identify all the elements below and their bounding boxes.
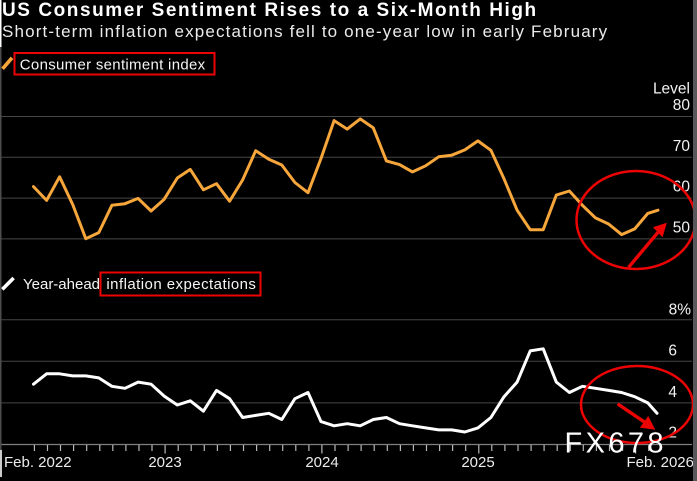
svg-text:US Consumer Sentiment Rises to: US Consumer Sentiment Rises to a Six-Mon… (2, 0, 538, 21)
svg-text:Short-term inflation expectati: Short-term inflation expectations fell t… (2, 22, 608, 41)
svg-text:4: 4 (668, 384, 677, 401)
svg-text:80: 80 (673, 97, 691, 114)
svg-text:70: 70 (673, 138, 691, 155)
svg-text:2024: 2024 (305, 454, 338, 471)
svg-text:2023: 2023 (148, 454, 181, 471)
svg-text:Feb. 2026: Feb. 2026 (626, 454, 694, 471)
svg-text:6: 6 (668, 343, 677, 360)
svg-text:2025: 2025 (461, 454, 494, 471)
svg-text:FX678: FX678 (565, 427, 667, 459)
svg-text:Feb. 2022: Feb. 2022 (4, 454, 72, 471)
svg-text:Year-ahead: Year-ahead (23, 276, 100, 293)
svg-text:Consumer sentiment index: Consumer sentiment index (20, 57, 206, 74)
svg-text:Level: Level (653, 81, 690, 98)
svg-text:8%: 8% (669, 301, 692, 318)
svg-text:50: 50 (673, 219, 691, 236)
svg-text:inflation expectations: inflation expectations (106, 276, 256, 293)
